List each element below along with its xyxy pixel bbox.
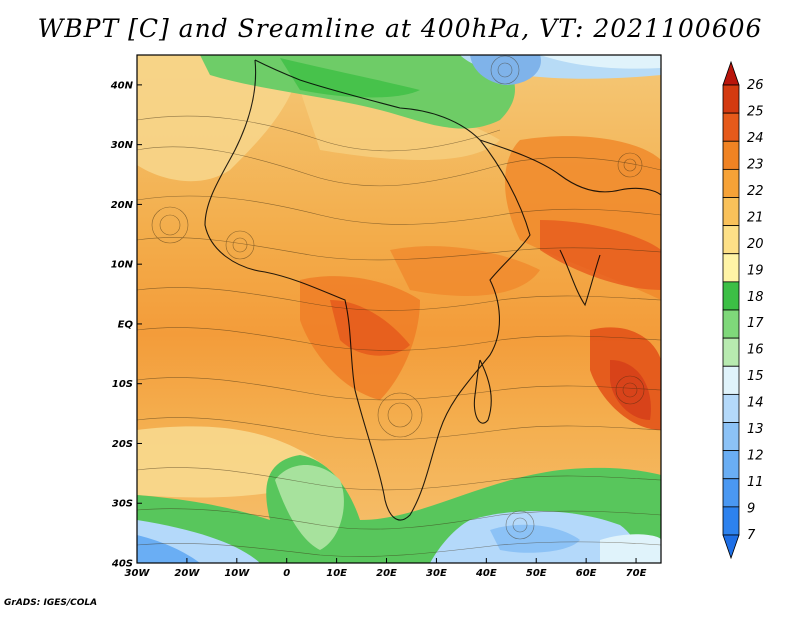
lon-tick-label: 40E — [475, 568, 497, 579]
lon-tick-label: 10E — [326, 568, 347, 579]
colorbar-cell — [722, 393, 740, 423]
lat-tick-label: EQ — [118, 319, 134, 330]
colorbar-label: 14 — [747, 396, 764, 411]
lon-tick-label: 0 — [283, 568, 290, 579]
plot-frame — [136, 54, 662, 564]
colorbar-cell — [722, 112, 740, 142]
colorbar-cell — [722, 225, 740, 255]
wbpt-field — [137, 55, 661, 563]
colorbar-label: 22 — [747, 184, 764, 199]
lon-tick-label: 70E — [626, 568, 647, 579]
lat-tick-label: 40S — [111, 559, 133, 570]
lat-tick-label: 30N — [111, 140, 134, 151]
colorbar-label: 21 — [747, 210, 764, 225]
colorbar-label: 16 — [747, 343, 764, 358]
colorbar-cell — [722, 140, 740, 170]
colorbar-label: 9 — [747, 502, 755, 517]
lon-tick-label: 20W — [174, 568, 200, 579]
colorbar-label: 13 — [747, 422, 764, 437]
lat-tick-label: 40N — [110, 80, 134, 91]
colorbar-cell — [722, 365, 740, 395]
chart-title: WBPT [C] and Sreamline at 400hPa, VT: 20… — [37, 14, 763, 43]
colorbar-label: 26 — [747, 78, 764, 93]
colorbar-label: 19 — [747, 263, 764, 278]
colorbar-label: 25 — [747, 104, 764, 119]
longitude-axis: 30W 20W 10W 0 10E 20E 30E 40E 50E 60E 70E — [125, 558, 647, 579]
lon-tick-label: 30E — [426, 568, 447, 579]
lon-tick-label: 30W — [125, 568, 151, 579]
colorbar-label: 11 — [747, 475, 764, 490]
lat-tick-label: 10S — [112, 379, 133, 390]
colorbar-label: 15 — [747, 369, 764, 384]
colorbar-label: 17 — [747, 316, 764, 331]
colorbar-label: 12 — [747, 449, 764, 464]
lon-tick-label: 50E — [526, 568, 547, 579]
colorbar-cell — [722, 197, 740, 227]
colorbar-cell — [722, 506, 740, 536]
lat-tick-label: 20S — [112, 439, 133, 450]
colorbar-cell — [722, 422, 740, 452]
latitude-axis: 40N 30N 20N 10N EQ 10S 20S 30S 40S — [110, 80, 142, 570]
lat-tick-label: 10N — [111, 260, 134, 271]
colorbar-cell — [722, 478, 740, 508]
lon-tick-label: 10W — [224, 568, 250, 579]
lon-tick-label: 60E — [576, 568, 597, 579]
colorbar-label: 7 — [747, 528, 756, 543]
colorbar-cell — [722, 534, 740, 560]
colorbar-cell — [722, 168, 740, 198]
grads-credit: GrADS: IGES/COLA — [4, 598, 98, 608]
colorbar-label: 18 — [747, 290, 764, 305]
colorbar-label: 23 — [747, 157, 764, 172]
colorbar-cell — [722, 253, 740, 283]
colorbar-label: 20 — [747, 237, 764, 252]
colorbar-cell — [722, 281, 740, 311]
colorbar-cell — [722, 309, 740, 339]
lon-tick-label: 20E — [376, 568, 397, 579]
lat-tick-label: 20N — [111, 200, 134, 211]
colorbar-cell — [722, 450, 740, 480]
colorbar-cell — [722, 337, 740, 367]
colorbar-cell — [722, 60, 740, 86]
lat-tick-label: 30S — [112, 499, 133, 510]
colorbar-cell — [722, 84, 740, 114]
colorbar: 26 25 24 23 22 21 20 19 18 17 16 15 14 13 12 11 9 7 — [722, 60, 764, 560]
colorbar-label: 24 — [747, 131, 764, 146]
